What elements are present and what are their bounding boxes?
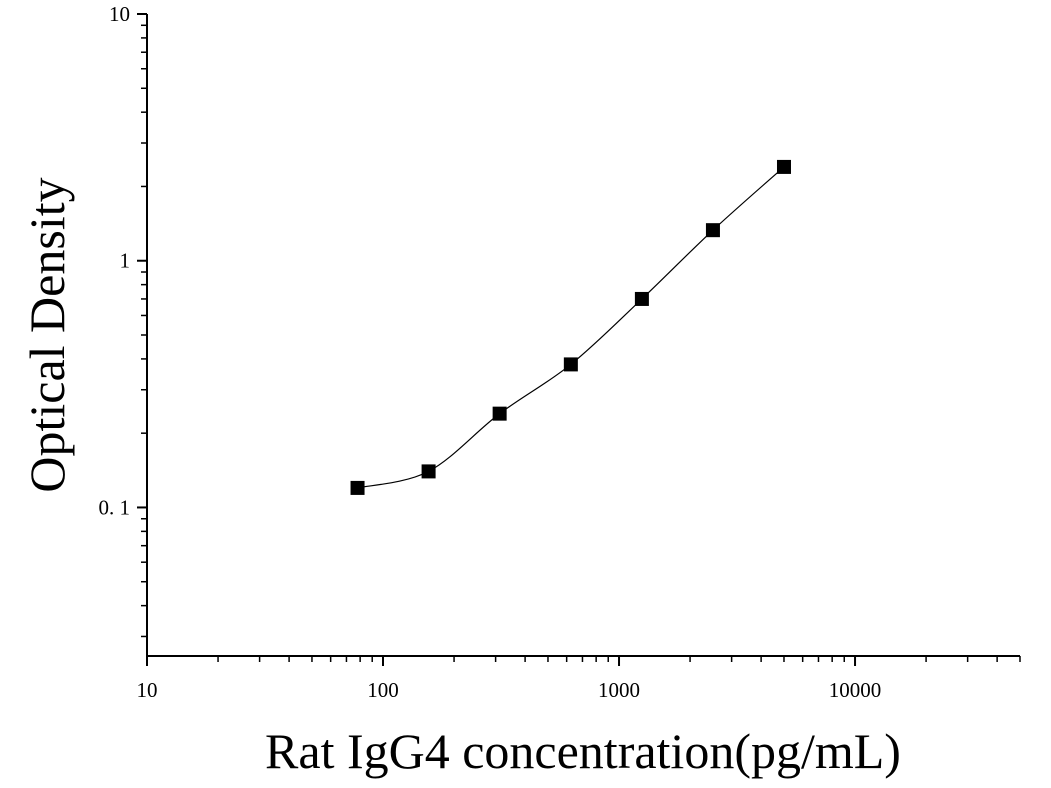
y-tick-label: 1 [120, 249, 131, 273]
x-tick-label: 100 [367, 678, 399, 702]
x-tick-label: 1000 [598, 678, 640, 702]
x-axis-title: Rat IgG4 concentration(pg/mL) [265, 723, 901, 779]
x-tick-label: 10000 [829, 678, 882, 702]
data-point [634, 291, 649, 306]
y-tick-label: 0. 1 [99, 495, 131, 519]
data-point [421, 464, 436, 479]
y-tick-labels: 0. 1 1 10 [99, 2, 131, 519]
data-point [776, 159, 791, 174]
y-tick-label: 10 [109, 2, 130, 26]
data-points [350, 159, 791, 495]
x-tick-labels: 10 100 1000 10000 [137, 678, 882, 702]
data-point [350, 480, 365, 495]
data-point [563, 357, 578, 372]
y-axis-title: Optical Density [19, 177, 75, 492]
fit-curve-group [357, 166, 785, 489]
data-point [705, 223, 720, 238]
x-tick-label: 10 [137, 678, 158, 702]
fit-curve [357, 166, 785, 489]
axes [137, 13, 1021, 666]
data-point [492, 406, 507, 421]
